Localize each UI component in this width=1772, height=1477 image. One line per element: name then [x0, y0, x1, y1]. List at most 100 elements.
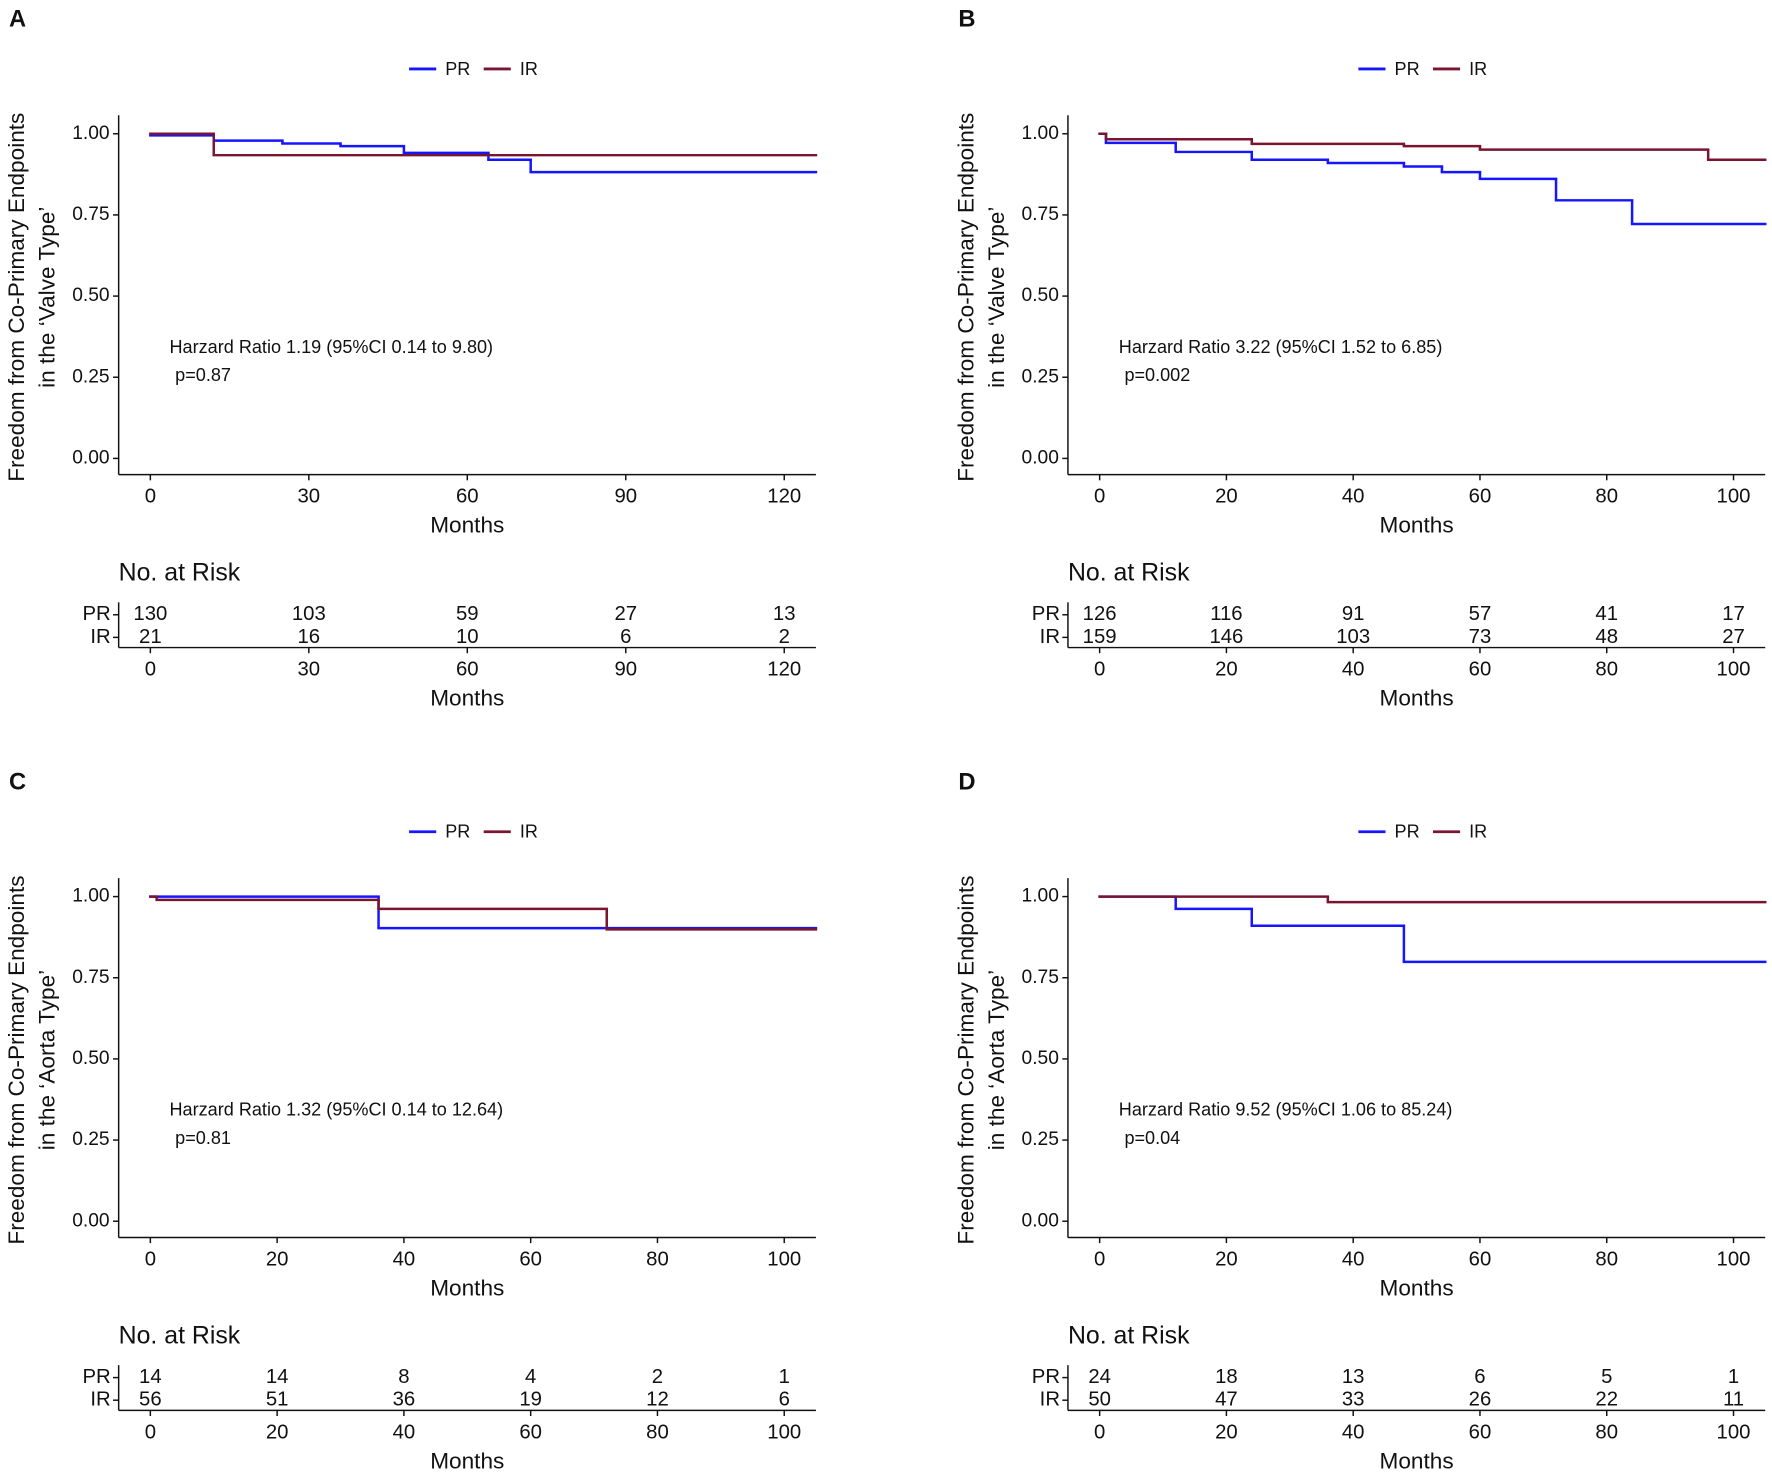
annotation: p=0.81	[175, 1128, 231, 1148]
risk-x-axis-label: Months	[430, 1448, 504, 1473]
y-axis-label: Freedom from Co-Primary Endpoints	[4, 113, 29, 482]
risk-count: 41	[1595, 603, 1618, 625]
risk-count: 2	[652, 1366, 663, 1388]
risk-x-axis-label: Months	[430, 686, 504, 711]
risk-table-title: No. at Risk	[119, 559, 241, 587]
y-axis-label: Freedom from Co-Primary Endpoints	[4, 875, 29, 1244]
risk-count: 159	[1083, 626, 1117, 648]
risk-x-tick-label: 60	[519, 1421, 542, 1443]
risk-count: 48	[1595, 626, 1618, 648]
risk-table-title: No. at Risk	[1068, 1321, 1190, 1349]
legend-label: IR	[1469, 822, 1487, 842]
risk-count: 103	[1336, 626, 1370, 648]
y-axis-label: Freedom from Co-Primary Endpoints	[953, 875, 978, 1244]
risk-count: 6	[1474, 1366, 1485, 1388]
y-axis-label: in the ‘Valve Type’	[984, 207, 1009, 388]
y-tick-label: 0.25	[72, 366, 109, 387]
risk-count: 50	[1088, 1389, 1111, 1411]
risk-count: 146	[1209, 626, 1243, 648]
risk-x-tick-label: 90	[614, 659, 637, 681]
legend-label: PR	[445, 822, 470, 842]
y-tick-label: 1.00	[1022, 123, 1059, 144]
risk-x-tick-label: 40	[393, 1421, 416, 1443]
legend-label: IR	[1469, 59, 1487, 79]
x-axis-label: Months	[1380, 513, 1454, 538]
y-tick-label: 1.00	[1022, 886, 1059, 907]
y-tick-label: 0.00	[1022, 447, 1059, 468]
risk-count: 18	[1215, 1366, 1238, 1388]
x-tick-label: 0	[145, 486, 156, 508]
legend-label: PR	[1395, 59, 1420, 79]
risk-count: 19	[519, 1389, 542, 1411]
risk-count: 2	[779, 626, 790, 648]
risk-count: 10	[456, 626, 479, 648]
risk-count: 59	[456, 603, 479, 625]
y-axis-label: Freedom from Co-Primary Endpoints	[953, 113, 978, 482]
y-tick-label: 0.75	[1022, 204, 1059, 225]
risk-count: 51	[266, 1389, 289, 1411]
risk-x-tick-label: 30	[298, 659, 321, 681]
y-tick-label: 0.75	[72, 967, 109, 988]
x-tick-label: 120	[767, 486, 801, 508]
risk-count: 22	[1595, 1389, 1618, 1411]
risk-count: 57	[1469, 603, 1492, 625]
y-tick-label: 0.75	[1022, 967, 1059, 988]
y-tick-label: 0.00	[1022, 1210, 1059, 1231]
x-tick-label: 20	[1215, 486, 1238, 508]
risk-x-tick-label: 80	[1595, 659, 1618, 681]
x-tick-label: 40	[1342, 1248, 1365, 1270]
risk-count: 17	[1722, 603, 1745, 625]
x-tick-label: 80	[1595, 1248, 1618, 1270]
risk-count: 12	[646, 1389, 669, 1411]
y-tick-label: 0.25	[72, 1129, 109, 1150]
y-tick-label: 0.50	[1022, 1048, 1059, 1069]
x-axis-label: Months	[430, 1275, 504, 1300]
risk-count: 11	[1723, 1389, 1744, 1411]
annotation: Harzard Ratio 3.22 (95%CI 1.52 to 6.85)	[1119, 337, 1443, 357]
annotation: p=0.002	[1124, 365, 1190, 385]
x-tick-label: 40	[1342, 486, 1365, 508]
panel-label: D	[958, 769, 975, 795]
risk-count: 5	[1601, 1366, 1612, 1388]
y-tick-label: 1.00	[72, 123, 109, 144]
risk-count: 116	[1210, 603, 1242, 625]
risk-count: 47	[1215, 1389, 1238, 1411]
x-tick-label: 100	[767, 1248, 801, 1270]
x-tick-label: 0	[145, 1248, 156, 1270]
risk-x-tick-label: 0	[145, 1421, 156, 1443]
x-tick-label: 40	[393, 1248, 416, 1270]
legend-label: PR	[445, 59, 470, 79]
risk-count: 6	[620, 626, 631, 648]
x-tick-label: 80	[646, 1248, 669, 1270]
annotation: Harzard Ratio 1.32 (95%CI 0.14 to 12.64)	[170, 1100, 504, 1120]
risk-row-label: PR	[1032, 603, 1060, 625]
risk-row-label: PR	[82, 603, 110, 625]
risk-count: 13	[773, 603, 796, 625]
y-tick-label: 1.00	[72, 886, 109, 907]
x-axis-label: Months	[430, 513, 504, 538]
risk-row-label: IR	[90, 1389, 110, 1411]
annotation: p=0.04	[1124, 1128, 1180, 1148]
panel-label: A	[9, 7, 26, 33]
annotation: Harzard Ratio 1.19 (95%CI 0.14 to 9.80)	[170, 337, 494, 357]
risk-count: 36	[393, 1389, 416, 1411]
risk-count: 73	[1469, 626, 1492, 648]
risk-x-tick-label: 60	[456, 659, 479, 681]
y-axis-label: in the ‘Aorta Type’	[35, 970, 60, 1150]
risk-row-label: PR	[82, 1366, 110, 1388]
risk-count: 27	[1722, 626, 1745, 648]
risk-count: 56	[139, 1389, 162, 1411]
x-tick-label: 60	[456, 486, 479, 508]
risk-x-tick-label: 60	[1469, 659, 1492, 681]
x-tick-label: 0	[1094, 486, 1105, 508]
risk-x-tick-label: 0	[1094, 1421, 1105, 1443]
legend-label: IR	[520, 822, 538, 842]
risk-count: 91	[1342, 603, 1365, 625]
risk-count: 21	[139, 626, 162, 648]
risk-row-label: IR	[1040, 1389, 1060, 1411]
y-tick-label: 0.75	[72, 204, 109, 225]
